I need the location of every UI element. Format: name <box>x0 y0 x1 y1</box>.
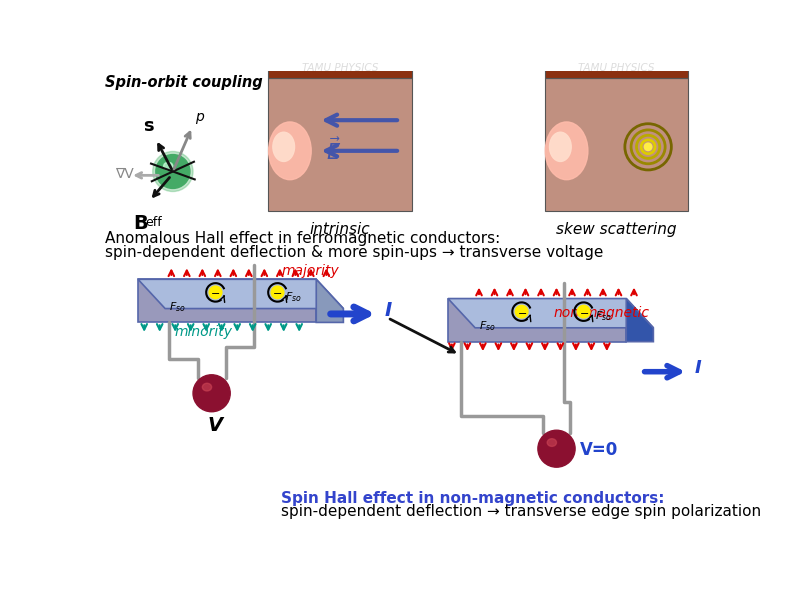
Ellipse shape <box>549 132 571 161</box>
Text: $-$: $-$ <box>272 287 283 298</box>
Text: spin-dependent deflection & more spin-ups → transverse voltage: spin-dependent deflection & more spin-up… <box>106 245 603 259</box>
Ellipse shape <box>547 439 557 446</box>
Text: I: I <box>384 300 391 320</box>
Text: intrinsic: intrinsic <box>310 221 370 237</box>
Polygon shape <box>626 299 653 342</box>
Ellipse shape <box>164 162 173 170</box>
Text: minority: minority <box>175 325 233 339</box>
Ellipse shape <box>545 122 588 180</box>
Text: Spin Hall effect in non-magnetic conductors:: Spin Hall effect in non-magnetic conduct… <box>281 491 665 506</box>
Polygon shape <box>316 279 343 322</box>
Circle shape <box>272 286 283 299</box>
Text: V: V <box>208 416 223 436</box>
Text: non-magnetic: non-magnetic <box>553 306 649 320</box>
Ellipse shape <box>273 132 295 161</box>
Text: I: I <box>695 359 701 377</box>
Circle shape <box>515 305 528 318</box>
Text: p: p <box>195 109 203 124</box>
Polygon shape <box>545 58 688 77</box>
Text: V=0: V=0 <box>580 441 618 459</box>
Polygon shape <box>138 279 316 322</box>
Circle shape <box>210 286 222 299</box>
Text: $\mathbf{B}$: $\mathbf{B}$ <box>133 214 148 233</box>
Text: Spin-orbit coupling: Spin-orbit coupling <box>106 75 263 90</box>
Text: Anomalous Hall effect in ferromagnetic conductors:: Anomalous Hall effect in ferromagnetic c… <box>106 231 501 246</box>
Text: $-$: $-$ <box>579 306 588 317</box>
Circle shape <box>156 155 190 189</box>
Circle shape <box>538 430 575 467</box>
Text: skew scattering: skew scattering <box>557 221 676 237</box>
Polygon shape <box>448 299 626 342</box>
Text: spin-dependent deflection → transverse edge spin polarization: spin-dependent deflection → transverse e… <box>281 504 761 519</box>
Text: ∇V: ∇V <box>115 167 133 181</box>
Text: TAMU PHYSICS: TAMU PHYSICS <box>302 62 378 73</box>
Text: TAMU PHYSICS: TAMU PHYSICS <box>578 62 655 73</box>
Ellipse shape <box>268 122 311 180</box>
Circle shape <box>645 144 651 150</box>
Text: eff: eff <box>145 216 162 229</box>
Text: $F_{so}$: $F_{so}$ <box>479 320 495 333</box>
Text: $F_{so}$: $F_{so}$ <box>596 309 612 323</box>
Text: $F_{so}$: $F_{so}$ <box>285 290 302 304</box>
Polygon shape <box>545 77 688 211</box>
Polygon shape <box>268 77 411 211</box>
Polygon shape <box>448 299 653 328</box>
Polygon shape <box>268 58 411 77</box>
Text: $F_{so}$: $F_{so}$ <box>169 300 186 314</box>
Text: majority: majority <box>282 264 340 278</box>
Text: $-$: $-$ <box>210 287 221 298</box>
Ellipse shape <box>202 383 212 391</box>
Text: $\vec{E}$: $\vec{E}$ <box>326 137 341 164</box>
Circle shape <box>152 152 193 192</box>
Text: $\mathbf{s}$: $\mathbf{s}$ <box>144 117 155 134</box>
Polygon shape <box>138 279 343 309</box>
Text: $-$: $-$ <box>517 306 526 317</box>
Circle shape <box>577 305 590 318</box>
Circle shape <box>193 375 230 412</box>
